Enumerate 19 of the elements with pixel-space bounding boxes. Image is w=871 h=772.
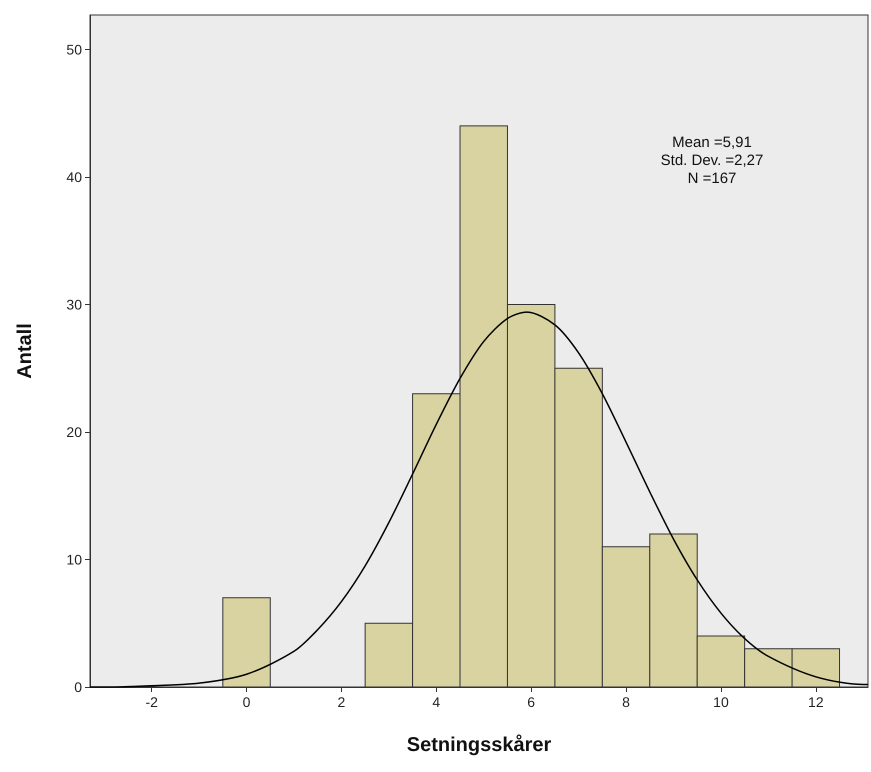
- x-tick-label: 4: [432, 694, 440, 710]
- y-tick-label: 50: [66, 41, 82, 58]
- y-tick-label: 0: [74, 679, 82, 695]
- x-axis-title: Setningsskårer: [406, 734, 552, 756]
- y-tick-label: 20: [66, 424, 82, 440]
- annotation: N =167: [688, 170, 736, 187]
- x-tick-label: 12: [808, 694, 824, 710]
- y-tick-label: 40: [66, 168, 82, 185]
- annotation: Std. Dev. =2,27: [660, 152, 764, 169]
- x-tick-label: 6: [527, 694, 536, 710]
- x-tick-label: 2: [338, 694, 346, 710]
- y-axis-title: Antall: [14, 323, 36, 379]
- annotation: Mean =5,91: [672, 134, 752, 151]
- y-tick-label: 30: [66, 296, 82, 312]
- x-tick-label: 8: [622, 694, 630, 710]
- x-tick-label: 10: [713, 694, 729, 710]
- y-tick-label: 10: [66, 551, 82, 568]
- x-tick-label: 0: [242, 694, 251, 710]
- x-tick-label: -2: [145, 694, 158, 710]
